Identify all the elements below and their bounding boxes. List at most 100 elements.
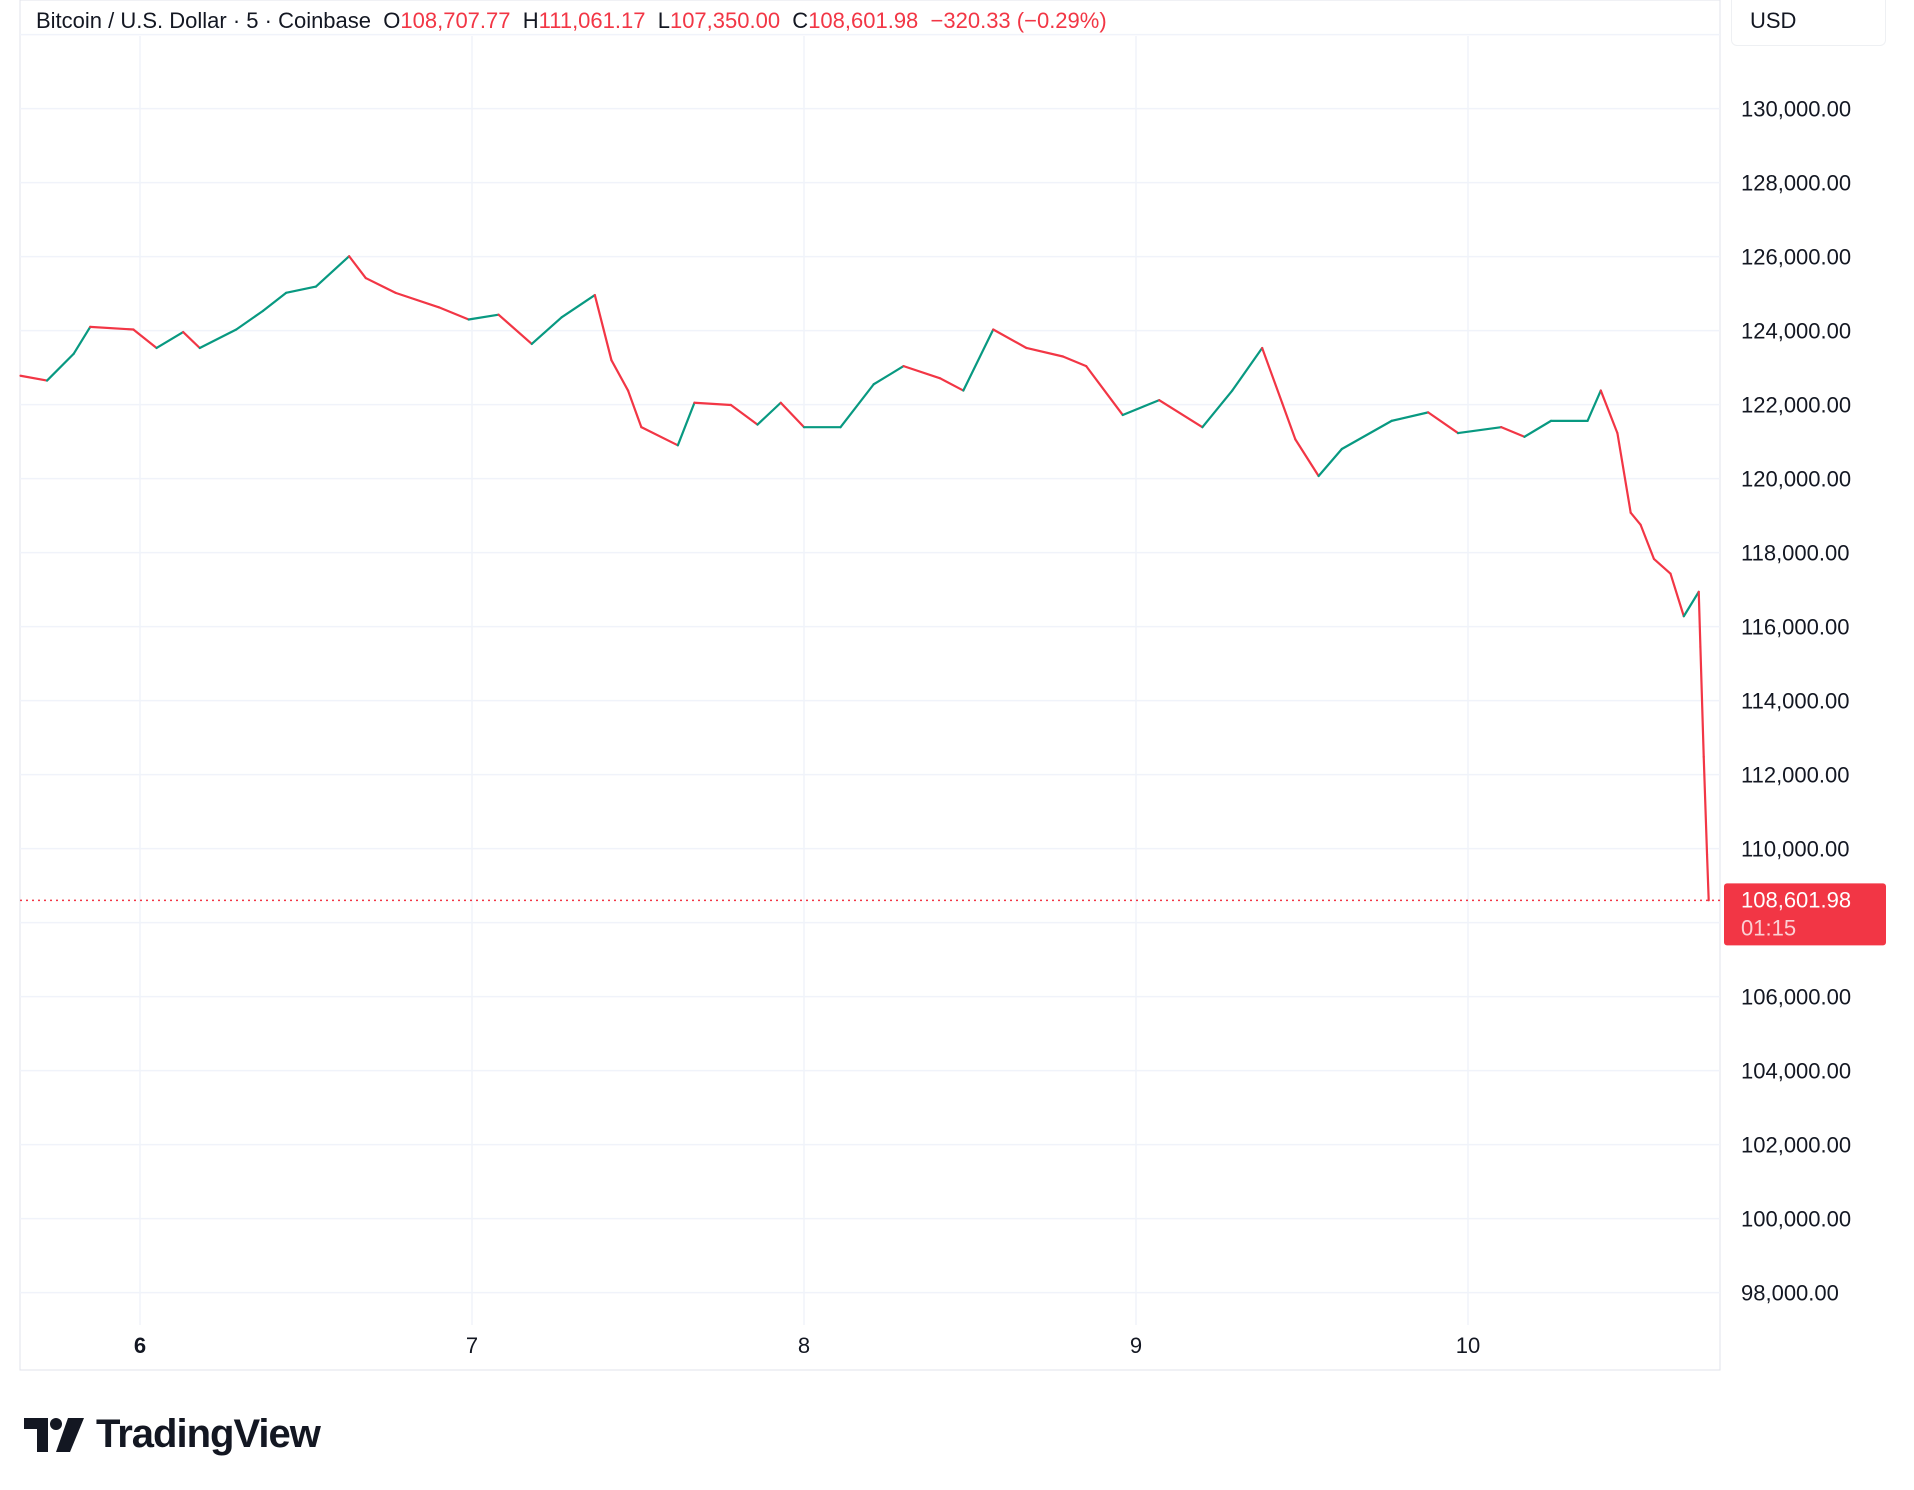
y-tick-label: 98,000.00 [1741, 1281, 1839, 1306]
price-segment [1025, 346, 1065, 358]
price-segment [1616, 431, 1632, 514]
price-segment [1427, 411, 1460, 435]
price-segment [1456, 426, 1503, 435]
price-segment [1061, 355, 1088, 368]
price-segment [198, 328, 238, 350]
price-segment [1702, 755, 1709, 856]
high-value: 111,061.17 [538, 8, 646, 33]
open-label: O [383, 8, 401, 33]
price-segment [640, 426, 679, 447]
x-tick-label: 8 [798, 1333, 810, 1358]
chart-frame [19, 0, 1721, 1371]
close-value: 108,601.98 [808, 8, 919, 33]
price-segment [1586, 389, 1602, 422]
price-segment [962, 328, 995, 392]
symbol-legend: Bitcoin / U.S. Dollar · 5 · Coinbase O10… [36, 8, 1107, 34]
price-segment [1085, 365, 1124, 417]
price-segment [364, 276, 397, 294]
y-tick-label: 128,000.00 [1741, 171, 1851, 196]
price-segment [261, 291, 288, 313]
price-segment [872, 365, 905, 386]
price-segment [1629, 511, 1642, 526]
price-segment [467, 313, 500, 321]
last-price-badge [1724, 883, 1886, 946]
price-segment [560, 293, 596, 319]
currency-button[interactable]: USD [1731, 0, 1886, 46]
price-segment [314, 255, 351, 288]
price-segment [89, 325, 135, 331]
brand-name: TradingView [96, 1412, 321, 1456]
grid [19, 0, 1721, 1371]
low-value: 107,350.00 [669, 8, 781, 33]
tradingview-logo[interactable]: TradingView [24, 1412, 321, 1457]
price-segment [1669, 572, 1685, 618]
price-segment [1697, 590, 1702, 649]
y-tick-label: 110,000.00 [1741, 837, 1849, 862]
price-segment [394, 291, 440, 309]
symbol-title: Bitcoin / U.S. Dollar · 5 · Coinbase [36, 8, 372, 33]
price-segment [1699, 645, 1705, 758]
price-segment [593, 293, 613, 362]
price-segment [839, 383, 875, 429]
price-segment [756, 401, 782, 426]
price-segment [902, 365, 942, 380]
x-tick-label: 7 [466, 1333, 478, 1358]
change-value: −320.33 (−0.29%) [930, 8, 1107, 33]
price-segment [1523, 419, 1553, 438]
open-value: 108,707.77 [400, 8, 511, 33]
y-tick-label: 126,000.00 [1741, 245, 1851, 270]
price-segment [348, 255, 367, 280]
price-segment [1682, 590, 1700, 618]
price-segment [610, 359, 630, 392]
y-tick-label: 106,000.00 [1741, 985, 1851, 1010]
y-tick-label: 104,000.00 [1741, 1059, 1851, 1084]
high-label: H [522, 8, 539, 33]
price-segment [992, 328, 1028, 350]
price-segment [132, 328, 158, 350]
price-segment [626, 389, 643, 429]
x-tick-label: 6 [134, 1333, 146, 1358]
tradingview-logo-icon [24, 1417, 84, 1452]
price-segment [497, 313, 533, 346]
y-tick-label: 122,000.00 [1741, 393, 1851, 418]
price-segment [779, 401, 806, 429]
low-label: L [657, 8, 670, 33]
price-segment [437, 306, 470, 321]
price-segment [1280, 401, 1297, 441]
price-segment [1231, 346, 1264, 392]
price-segment [1121, 399, 1161, 417]
price-segment [235, 309, 264, 331]
price-segment [939, 377, 965, 392]
y-tick-label: 112,000.00 [1741, 763, 1849, 788]
price-segment [1500, 426, 1526, 438]
y-tick-label: 118,000.00 [1741, 541, 1849, 566]
price-segment [19, 374, 49, 382]
price-segment [182, 330, 201, 350]
y-tick-label: 100,000.00 [1741, 1207, 1851, 1232]
y-tick-label: 116,000.00 [1741, 615, 1849, 640]
price-segment [284, 285, 318, 294]
x-tick-label: 10 [1456, 1333, 1480, 1358]
price-segment [1652, 557, 1672, 575]
price-segment [1639, 523, 1656, 560]
price-segment [1340, 419, 1393, 451]
time-axis[interactable]: 6 7 8 9 10 [134, 1333, 1480, 1358]
price-segment [1261, 346, 1284, 404]
price-segment [1599, 389, 1619, 435]
price-segment [45, 352, 75, 382]
price-segment [72, 325, 92, 356]
y-tick-label: 124,000.00 [1741, 319, 1851, 344]
price-segment [1158, 399, 1204, 429]
bar-countdown: 01:15 [1741, 915, 1796, 940]
price-series [19, 255, 1710, 902]
price-axis[interactable]: 130,000.00 128,000.00 126,000.00 124,000.00… [1741, 97, 1851, 1306]
price-segment [1705, 853, 1710, 902]
last-price-label: 108,601.98 [1741, 887, 1851, 912]
price-segment [1390, 411, 1430, 422]
price-segment [155, 330, 185, 350]
price-segment [1201, 389, 1234, 429]
price-segment [530, 316, 563, 346]
close-label: C [792, 8, 809, 33]
price-segment [1294, 438, 1320, 478]
